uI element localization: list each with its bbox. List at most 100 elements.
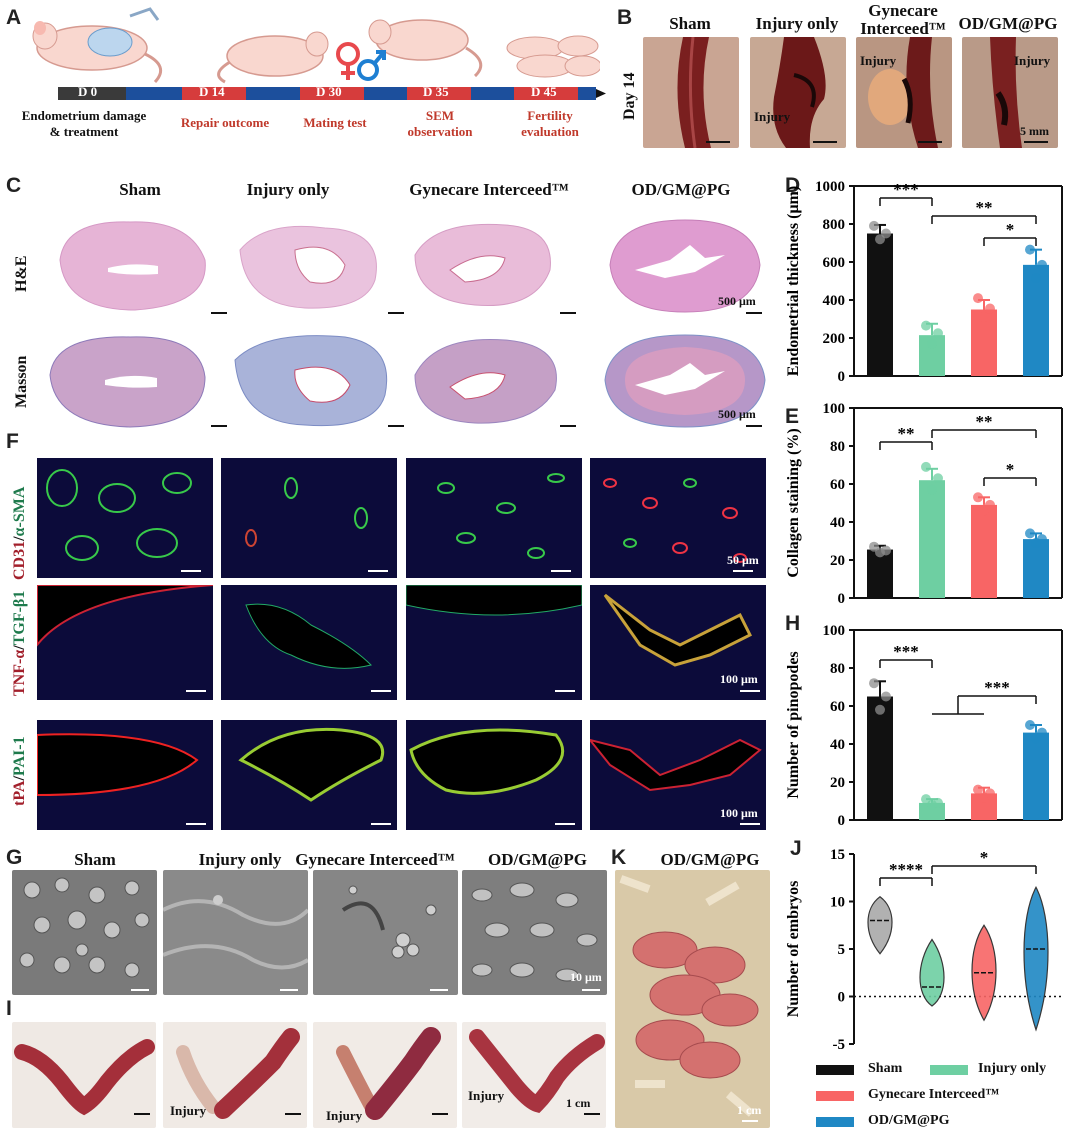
fluor-tpa-odgm — [590, 720, 766, 830]
fluor-tnf-gynecare — [406, 585, 582, 700]
y-tick-label: 80 — [830, 439, 845, 455]
y-axis-label: Collagen staining (%) — [785, 428, 802, 577]
y-tick-label: 60 — [830, 699, 845, 715]
pups-photo — [615, 870, 770, 1128]
timeline-caption-fertility: Fertility evaluation — [521, 108, 579, 139]
y-tick-label: 80 — [830, 661, 845, 677]
panel-b-injury-label-3: Injury — [1014, 53, 1051, 68]
sem-gynecare — [313, 870, 458, 995]
fluor-tnf-odgm — [590, 585, 766, 700]
panel-letter-e: E — [785, 405, 800, 428]
photo-b-gynecare — [856, 37, 952, 148]
fluor-cd31-injury — [221, 458, 397, 578]
panel-g-title-sham: Sham — [74, 850, 116, 869]
y-tick-label: 0 — [838, 990, 846, 1006]
bar-0 — [867, 233, 893, 376]
panel-g-scale-text: 10 μm — [570, 970, 602, 984]
y-tick-label: 1000 — [815, 179, 845, 195]
violin-3 — [1023, 885, 1049, 1032]
panel-c-scalebar-1 — [211, 312, 227, 314]
data-point — [1031, 273, 1041, 284]
significance-stars: *** — [984, 678, 1010, 697]
panel-b-row-label: Day 14 — [621, 72, 638, 120]
y-axis-label: Number of embryos — [785, 881, 802, 1018]
mouse-illustration-pair — [217, 19, 483, 84]
significance-stars: * — [980, 848, 989, 867]
panel-f-scalebar-6 — [371, 690, 391, 692]
panel-letter-j: J — [790, 837, 802, 860]
panel-f-scalebar-8 — [740, 690, 760, 692]
data-point — [1037, 259, 1047, 270]
data-point — [927, 338, 937, 349]
y-tick-label: 0 — [838, 813, 846, 829]
timeline-bar — [58, 87, 606, 100]
legend-label-odgm: OD/GM@PG — [868, 1113, 950, 1128]
panel-b-title-injury: Injury only — [755, 14, 839, 33]
data-point — [973, 492, 983, 503]
data-point — [927, 484, 937, 495]
timeline-caption-treatment: Endometrium damage & treatment — [21, 108, 147, 139]
legend-swatch-gynecare — [816, 1091, 854, 1101]
data-point — [933, 797, 943, 808]
bar-2 — [971, 504, 997, 598]
legend: Sham Injury only Gynecare Interceed™ OD/… — [816, 1061, 1076, 1133]
data-point — [985, 303, 995, 314]
bar-3 — [1023, 539, 1049, 598]
sem-injury — [163, 870, 308, 995]
fluor-tnf-injury — [221, 585, 397, 700]
fluor-cd31-odgm — [590, 458, 766, 578]
panel-c-title-injury: Injury only — [246, 180, 330, 199]
sem-sham — [12, 870, 157, 995]
data-point — [1025, 244, 1035, 255]
bar-3 — [1023, 732, 1049, 820]
timeline-caption-mating: Mating test — [303, 115, 367, 130]
panel-k-scale-text: 1 cm — [737, 1103, 762, 1117]
panel-f-scalebar-5 — [186, 690, 206, 692]
uterus-odgm — [462, 1022, 606, 1128]
data-point — [979, 312, 989, 323]
timeline-caption-sem: SEM observation — [407, 108, 473, 139]
panel-b-injury-label-1: Injury — [754, 109, 791, 124]
panel-k-title: OD/GM@PG — [660, 850, 760, 869]
pups-illustration — [506, 35, 600, 78]
significance-stars: *** — [893, 180, 919, 199]
data-point — [973, 784, 983, 795]
fluor-tpa-sham — [37, 720, 213, 830]
panel-c-title-gynecare: Gynecare Interceed™ — [409, 180, 569, 199]
uterus-sham — [12, 1022, 156, 1128]
panel-f-tpa-slash: / — [11, 776, 28, 781]
panel-f-scalebar-11 — [555, 823, 575, 825]
panel-f-scalebar-3 — [551, 570, 571, 572]
data-point — [881, 545, 891, 556]
significance-stars: *** — [893, 642, 919, 661]
y-tick-label: 800 — [823, 217, 846, 233]
data-point — [933, 328, 943, 339]
fluor-cd31-sham — [37, 458, 213, 578]
panel-c-scalebar-3 — [560, 312, 576, 314]
histology-he-odgm — [609, 219, 761, 313]
photo-b-injury — [750, 37, 846, 148]
panel-c-scalebar-5 — [211, 425, 227, 427]
y-tick-label: 20 — [830, 775, 845, 791]
legend-label-injury: Injury only — [978, 1061, 1047, 1076]
data-point — [1025, 528, 1035, 539]
panel-f-scalebar-7 — [555, 690, 575, 692]
y-tick-label: 15 — [830, 847, 845, 863]
timeline-day-45: D 45 — [531, 84, 557, 99]
uterus-injury — [163, 1022, 307, 1128]
y-tick-label: 100 — [823, 401, 846, 417]
panel-letter-g: G — [6, 846, 23, 869]
y-axis-label: Endometrial thickness (μm) — [785, 186, 802, 376]
panel-c-scale-text-he: 500 μm — [718, 294, 756, 308]
chart-d-endometrial-thickness: 0 200 400 600 800 1000 Endometrial thickness (… — [785, 179, 1063, 385]
panel-f-tpa-label: tPA — [11, 780, 28, 806]
panel-f-scale-text-2: 100 μm — [720, 672, 758, 686]
panel-letter-a: A — [6, 6, 22, 29]
male-symbol-icon — [357, 50, 386, 81]
bar-0 — [867, 696, 893, 820]
significance-stars: ** — [976, 198, 993, 217]
y-tick-label: 60 — [830, 477, 845, 493]
panel-b-title-sham: Sham — [669, 14, 711, 33]
y-tick-label: 20 — [830, 553, 845, 569]
panel-i-injury-label-2: Injury — [326, 1108, 363, 1123]
